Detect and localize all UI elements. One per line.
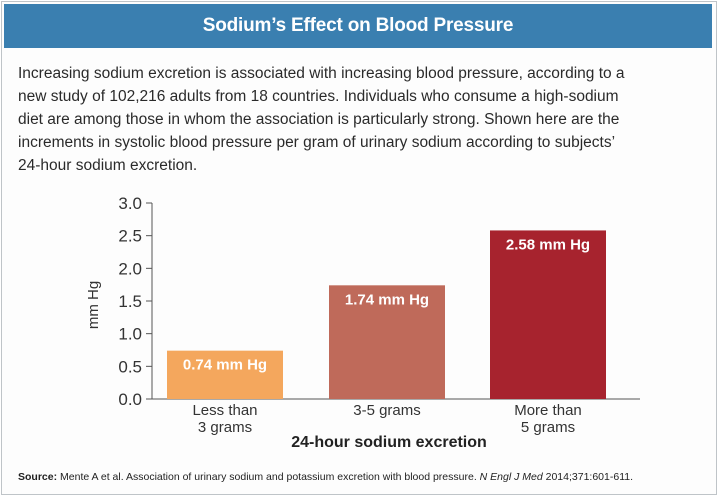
x-tick-label: 3-5 grams [353,402,421,419]
source-text: Mente A et al. Association of urinary so… [60,471,477,483]
bar-chart: 0.0 0.5 1.0 1.5 2.0 2.5 3.0 mm Hg 0.74 mm Hg Less… [85,194,640,451]
x-tick-label: Less than [192,402,257,419]
y-tick-label: 2.5 [118,227,142,246]
bar-data-label: 2.58 mm Hg [506,236,590,253]
x-axis-label: 24-hour sodium excretion [291,434,487,451]
intro-line: diet are among those in whom the associa… [18,111,620,128]
source-journal: N Engl J Med [479,471,543,483]
x-tick-label: 5 grams [521,419,575,436]
y-tick-label: 1.5 [118,292,142,311]
intro-line: Increasing sodium excretion is associate… [18,65,625,82]
source-label: Source: [18,471,58,483]
intro-line: 24-hour sodium excretion. [18,157,198,174]
y-tick-label: 1.0 [118,325,142,344]
bar-data-label: 1.74 mm Hg [345,291,429,308]
x-tick-label: More than [514,402,582,419]
title-bar: Sodium’s Effect on Blood Pressure [4,4,712,48]
y-tick-label: 3.0 [118,194,142,213]
bar [167,350,283,399]
intro-line: new study of 102,216 adults from 18 coun… [18,88,619,105]
bar [490,230,606,399]
y-axis-label: mm Hg [85,281,102,329]
page-title: Sodium’s Effect on Blood Pressure [202,15,514,36]
intro-line: increments in systolic blood pressure pe… [18,134,616,151]
source-year: 2014;371:601-611. [545,471,634,483]
y-tick-label: 2.0 [118,259,142,278]
x-tick-label: 3 grams [198,419,252,436]
bar [329,285,445,399]
intro-paragraph: Increasing sodium excretion is associate… [18,62,708,177]
source-citation: Source: Mente A et al. Association of ur… [18,471,708,483]
y-tick-label: 0.0 [118,390,142,409]
bar-data-label: 0.74 mm Hg [183,357,267,374]
y-tick-label: 0.5 [118,357,142,376]
